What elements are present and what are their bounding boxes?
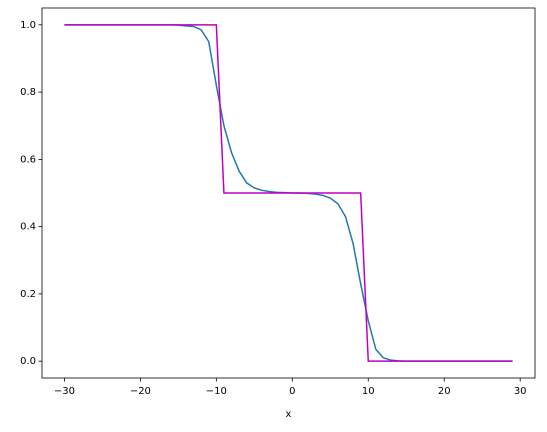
x-tick-label: 30 bbox=[514, 386, 527, 397]
x-tick-label: 0 bbox=[289, 386, 295, 397]
line bbox=[64, 24, 513, 362]
x-tick-label: 20 bbox=[438, 386, 451, 397]
x-axis-label: x bbox=[286, 409, 292, 420]
y-tick-label: 0.6 bbox=[20, 154, 36, 165]
y-tick-label: 1.0 bbox=[20, 20, 36, 31]
x-tick-label: −30 bbox=[54, 386, 75, 397]
y-tick-label: 0.8 bbox=[20, 87, 36, 98]
x-tick-label: −20 bbox=[130, 386, 151, 397]
y-tick-label: 0.0 bbox=[20, 356, 36, 367]
x-tick-label: 10 bbox=[362, 386, 375, 397]
y-tick-label: 0.2 bbox=[20, 289, 36, 300]
x-tick-label: −10 bbox=[206, 386, 227, 397]
y-tick-label: 0.4 bbox=[20, 222, 36, 233]
